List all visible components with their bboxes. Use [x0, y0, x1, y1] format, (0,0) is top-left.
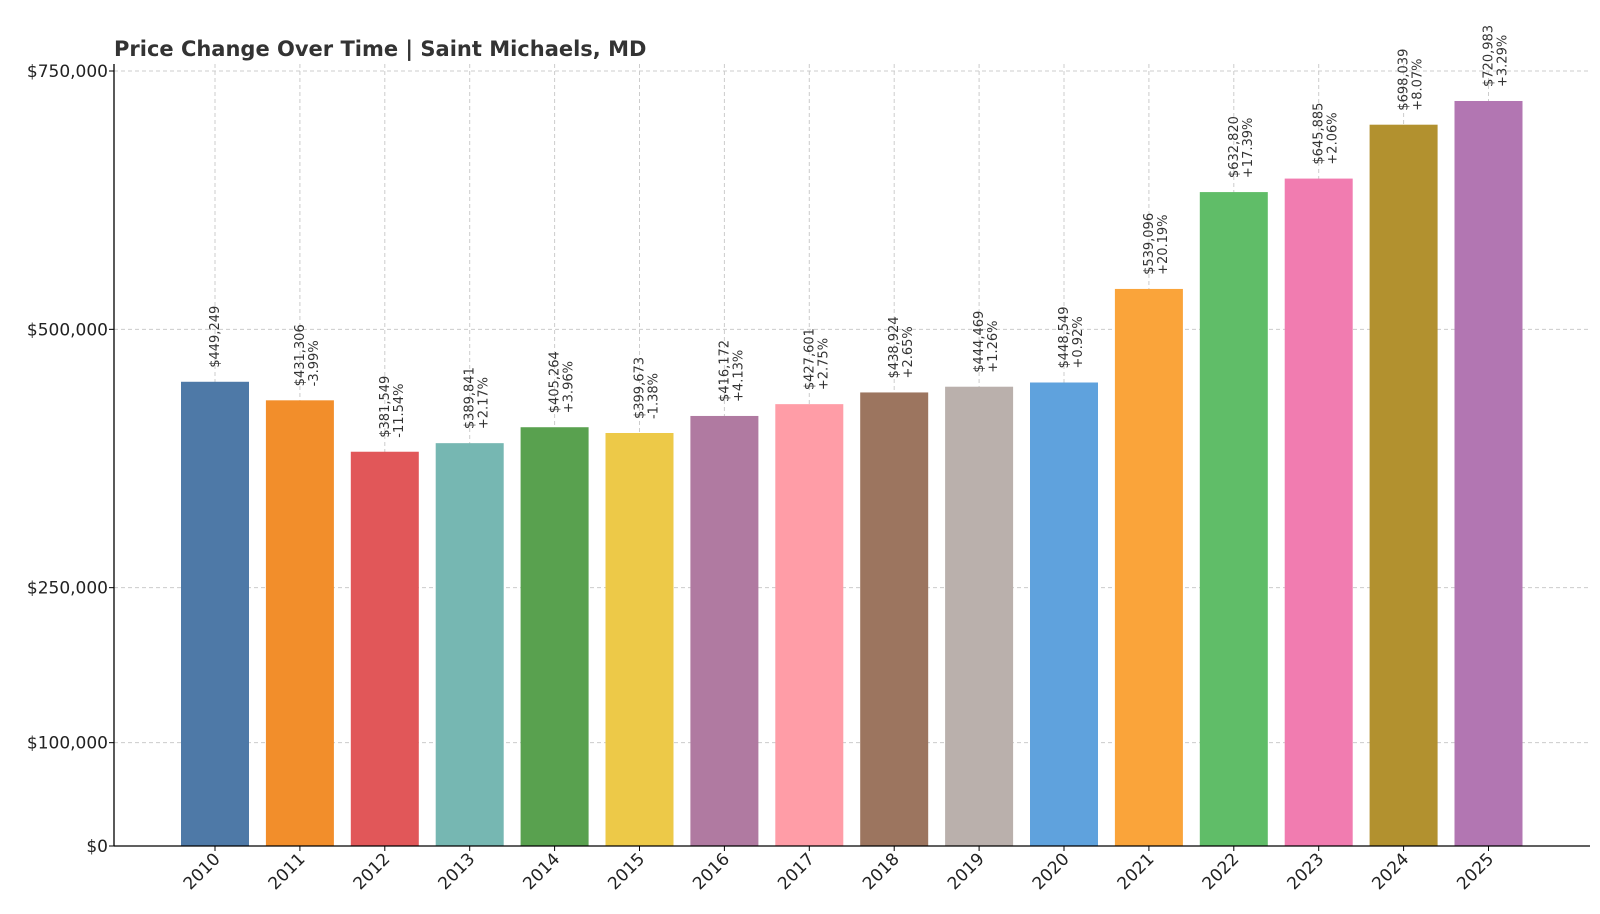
data-label-change: -3.99%: [307, 340, 322, 386]
data-label-value: $645,885: [1312, 103, 1327, 165]
data-label-value: $405,264: [548, 351, 563, 413]
data-label-value: $539,096: [1142, 213, 1157, 275]
data-label-value: $427,601: [802, 328, 817, 390]
x-tick-label: 2010: [180, 849, 225, 894]
data-label-change: +8.07%: [1411, 58, 1426, 110]
bar-2014: [520, 427, 589, 846]
data-label-value: $698,039: [1397, 49, 1412, 111]
data-label-change: +2.65%: [901, 326, 916, 378]
data-label-value: $448,549: [1057, 306, 1072, 368]
data-label-change: -1.38%: [647, 373, 662, 419]
data-label-change: +3.96%: [562, 361, 577, 413]
x-tick-label: 2022: [1199, 849, 1244, 894]
x-tick-label: 2017: [774, 849, 819, 894]
data-label-change: +4.13%: [731, 350, 746, 402]
data-label-change: +17.39%: [1241, 118, 1256, 178]
x-tick-label: 2020: [1029, 849, 1074, 894]
x-tick-label: 2014: [519, 849, 564, 894]
x-tick-label: 2019: [944, 849, 989, 894]
data-label-value: $449,249: [208, 306, 223, 368]
x-tick-label: 2021: [1114, 849, 1159, 894]
bar-2016: [690, 415, 759, 846]
bar-2012: [350, 451, 419, 846]
chart-title: Price Change Over Time | Saint Michaels,…: [114, 37, 646, 62]
grid-layer: [114, 64, 1590, 846]
data-label-change: +2.17%: [477, 377, 492, 429]
data-label-value: $632,820: [1227, 116, 1242, 178]
data-label-change: +20.19%: [1156, 214, 1171, 274]
data-label-change: +1.26%: [986, 321, 1001, 373]
x-tick-label: 2013: [435, 849, 480, 894]
bar-2024: [1369, 124, 1438, 846]
data-label-value: $381,549: [378, 376, 393, 438]
data-label-change: +2.06%: [1326, 112, 1341, 164]
data-label-layer: $449,249 $431,306 -3.99% $381,549 -11.54% $38…: [208, 25, 1511, 438]
x-tick-label: 2018: [859, 849, 904, 894]
y-tick-label: $0: [86, 837, 108, 857]
data-label-change: +2.75%: [816, 338, 831, 390]
bar-2020: [1030, 382, 1098, 846]
data-label-value: $720,983: [1482, 25, 1497, 87]
x-tick-label: 2011: [265, 849, 310, 894]
y-tick-label: $100,000: [27, 734, 108, 754]
data-label-value: $399,673: [633, 357, 648, 419]
data-label-value: $431,306: [293, 324, 308, 386]
x-tick-label: 2025: [1453, 849, 1498, 894]
bar-2022: [1199, 192, 1268, 846]
x-tick-label: 2015: [604, 849, 649, 894]
x-tick-label: 2012: [350, 849, 395, 894]
data-label-value: $438,924: [887, 316, 902, 378]
y-tick-label: $750,000: [27, 62, 108, 82]
bar-2017: [775, 404, 844, 846]
bar-2019: [945, 386, 1014, 846]
bar-layer: [181, 100, 1523, 846]
data-label-change: -11.54%: [392, 383, 407, 437]
y-tick-label: $500,000: [27, 320, 108, 340]
data-label-change: +3.29%: [1496, 35, 1511, 87]
x-tick-label: 2024: [1368, 849, 1413, 894]
bar-2025: [1454, 100, 1523, 846]
data-label-value: $416,172: [717, 340, 732, 402]
bar-2015: [605, 433, 674, 846]
data-label-value: $444,469: [972, 311, 987, 373]
y-tick-label: $250,000: [27, 579, 108, 599]
bar-2011: [265, 400, 334, 846]
x-tick-label: 2016: [689, 849, 734, 894]
bar-2013: [435, 443, 504, 846]
bar-2021: [1114, 288, 1183, 846]
bar-2010: [181, 381, 249, 846]
bar-2018: [860, 392, 929, 846]
axis-layer: $0 $100,000 $250,000 $500,000 $750,000 2010 20…: [27, 62, 1590, 894]
data-label-value: $389,841: [463, 367, 478, 429]
bar-2023: [1284, 178, 1353, 846]
data-label-change: +0.92%: [1071, 316, 1086, 368]
x-tick-label: 2023: [1283, 849, 1328, 894]
